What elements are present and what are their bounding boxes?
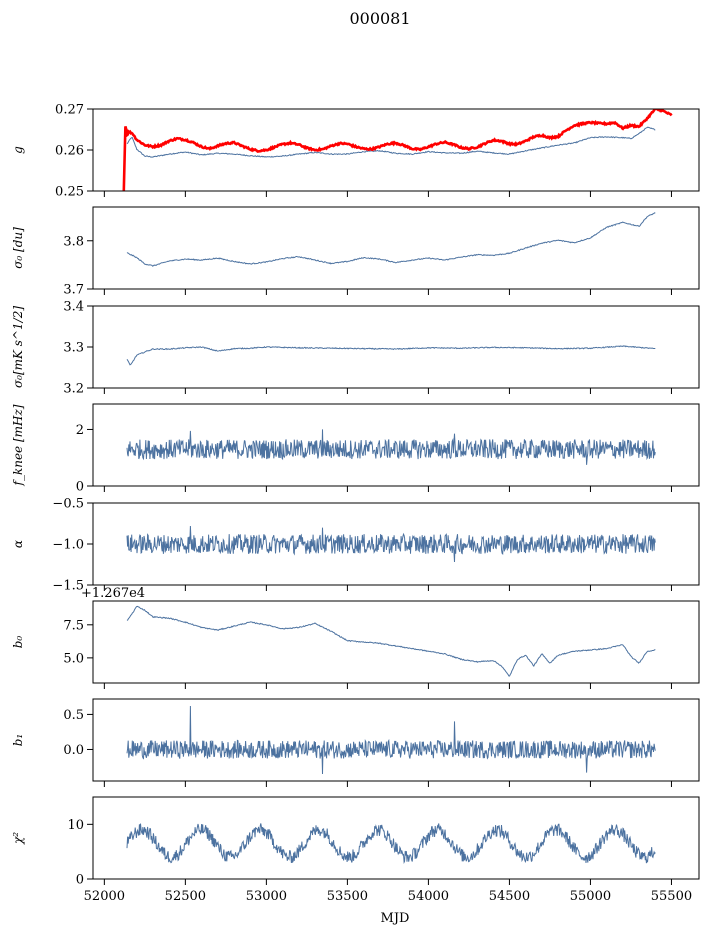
y-tick-label: 0.0 <box>63 743 84 758</box>
x-axis-label: MJD <box>381 911 410 926</box>
y-tick-label: 0.27 <box>55 103 84 118</box>
x-tick-label: 54000 <box>408 889 449 904</box>
y-axis-label: σ₀[mK s^1/2] <box>11 306 25 388</box>
y-tick-label: 0 <box>76 480 84 495</box>
axes-frame <box>92 206 700 290</box>
y-tick-label: −1.0 <box>52 538 84 553</box>
series-group <box>122 109 673 191</box>
y-tick-label: −1.5 <box>52 579 84 594</box>
series-line <box>126 823 656 865</box>
series-line <box>126 525 656 563</box>
panels: 0.25 0.26 0.27 g 3.7 3.8 σ₀ [du] 3.2 3.3 3.4 σ₀[mK… <box>11 103 700 904</box>
series-line <box>126 126 656 158</box>
panel-6: 5.0 7.5 b₀ +1.267e4 <box>11 586 700 689</box>
panel-3: 3.2 3.3 3.4 σ₀[mK s^1/2] <box>11 300 700 397</box>
axes-frame <box>92 108 700 192</box>
y-tick-label: 10 <box>67 818 84 833</box>
y-tick-label: 0.26 <box>55 144 84 159</box>
panel-4: 0 2 f_knee [mHz] <box>11 403 700 495</box>
series-line <box>126 212 656 267</box>
x-tick-label: 55000 <box>570 889 611 904</box>
series-group <box>126 345 656 366</box>
series-line <box>126 705 656 775</box>
series-group <box>126 823 656 865</box>
y-tick-label: 3.4 <box>63 300 84 315</box>
series-line-red <box>122 109 673 191</box>
y-axis-label: χ² <box>11 832 25 845</box>
y-tick-label: 0.25 <box>55 185 84 200</box>
axes-frame <box>92 600 700 684</box>
series-group <box>126 525 656 563</box>
y-tick-label: 0.5 <box>63 708 84 723</box>
x-tick-label: 53000 <box>246 889 287 904</box>
series-line <box>126 429 656 465</box>
series-group <box>126 605 656 677</box>
y-axis-label: g <box>11 146 25 154</box>
figure-title: 000081 <box>349 9 410 28</box>
y-tick-label: 5.0 <box>63 651 84 666</box>
x-tick-label: 52000 <box>84 889 125 904</box>
x-tick-label: 52500 <box>165 889 206 904</box>
y-tick-label: −0.5 <box>52 497 84 512</box>
series-line <box>126 345 656 366</box>
y-tick-label: 3.8 <box>63 234 84 249</box>
x-tick-label: 55500 <box>651 889 692 904</box>
series-line <box>126 605 656 677</box>
y-axis-label: b₁ <box>11 734 25 747</box>
y-axis-label: f_knee [mHz] <box>11 404 25 486</box>
axes-frame <box>92 796 700 880</box>
series-group <box>126 212 656 267</box>
series-group <box>126 429 656 465</box>
y-tick-label: 3.2 <box>63 382 84 397</box>
y-tick-label: 3.3 <box>63 341 84 356</box>
y-axis-label: b₀ <box>11 636 25 649</box>
axes-frame <box>92 698 700 782</box>
series-group <box>126 705 656 775</box>
y-axis-label: α <box>11 540 25 548</box>
x-tick-label: 54500 <box>489 889 530 904</box>
axes-frame <box>92 403 700 487</box>
x-tick-label: 53500 <box>327 889 368 904</box>
panel-5: −1.5 −1.0 −0.5 α <box>11 497 700 594</box>
offset-label: +1.267e4 <box>81 586 145 601</box>
panel-7: 0.0 0.5 b₁ <box>11 698 700 787</box>
y-tick-label: 7.5 <box>63 618 84 633</box>
y-tick-label: 0 <box>76 873 84 888</box>
y-tick-label: 2 <box>76 423 84 438</box>
panel-1: 0.25 0.26 0.27 g <box>11 103 700 200</box>
y-axis-label: σ₀ [du] <box>11 227 25 269</box>
y-tick-label: 3.7 <box>63 283 84 298</box>
panel-2: 3.7 3.8 σ₀ [du] <box>11 206 700 298</box>
panel-8: 0 10 52000 52500 53000 53500 54000 54500 55000 55… <box>11 796 700 904</box>
